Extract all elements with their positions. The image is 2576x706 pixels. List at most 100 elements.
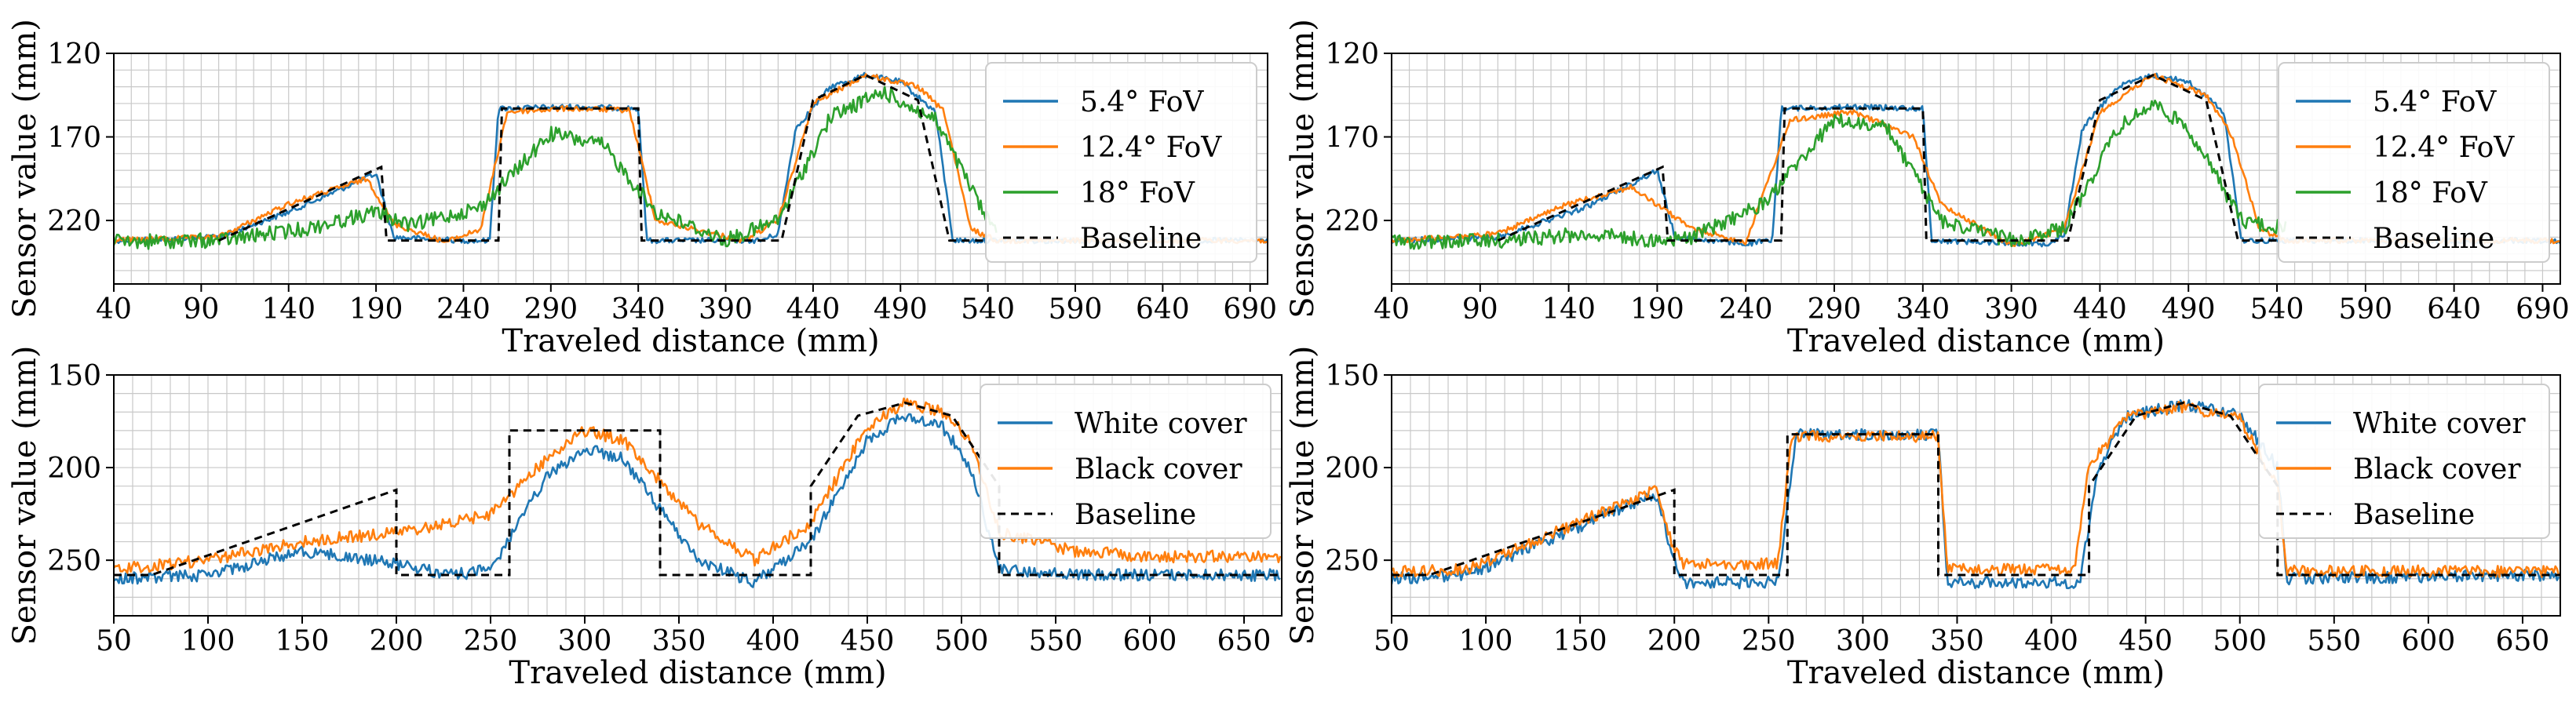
x-tick-label: 250 (1742, 625, 1796, 657)
x-tick-label: 440 (2073, 293, 2127, 326)
x-tick-label: 140 (1542, 293, 1596, 326)
x-axis-label: Traveled distance (mm) (509, 655, 886, 691)
x-tick-label: 690 (1223, 293, 1277, 326)
legend-label: 5.4° FoV (1080, 86, 1204, 118)
series-18-fov (1392, 99, 2287, 250)
legend-label: Baseline (2373, 223, 2494, 255)
series-group (1392, 398, 2560, 590)
legend-label: 12.4° FoV (2373, 132, 2515, 164)
x-tick-label: 100 (1459, 625, 1513, 657)
x-tick-label: 640 (2427, 293, 2481, 326)
y-tick-label: 200 (1325, 453, 1379, 485)
legend-label: Black cover (2353, 453, 2521, 486)
x-tick-label: 40 (1374, 293, 1410, 326)
x-tick-label: 190 (1630, 293, 1684, 326)
x-tick-label: 400 (2024, 625, 2078, 657)
x-tick-label: 400 (746, 625, 801, 657)
x-tick-label: 240 (1719, 293, 1773, 326)
plot-frame (113, 374, 1283, 617)
series-white-cover (114, 413, 1281, 588)
legend-label: 18° FoV (1080, 177, 1195, 209)
chart-panel-1: 40 90 140 190 240 290 340 390 440 490 540 590 640 690… (7, 19, 1277, 359)
x-tick-label: 90 (183, 293, 219, 326)
x-tick-label: 340 (611, 293, 666, 326)
legend-label: White cover (2353, 408, 2526, 440)
y-tick-label: 220 (47, 206, 101, 238)
x-tick-label: 550 (2307, 625, 2361, 657)
x-tick-label: 350 (652, 625, 706, 657)
legend-label: Black cover (1075, 453, 1242, 486)
series-black-cover (1392, 400, 2560, 578)
x-tick-label: 500 (2213, 625, 2267, 657)
x-tick-label: 290 (1808, 293, 1862, 326)
x-tick-label: 50 (96, 625, 132, 657)
y-tick-label: 250 (1325, 545, 1379, 577)
x-tick-label: 350 (1930, 625, 1984, 657)
x-tick-label: 590 (2338, 293, 2392, 326)
legend-label: 5.4° FoV (2373, 86, 2497, 118)
plot-frame (1391, 53, 2561, 285)
x-tick-label: 550 (1029, 625, 1083, 657)
y-tick-label: 170 (1325, 122, 1379, 155)
series-18-fov (114, 86, 998, 250)
legend-label: Baseline (1080, 223, 1202, 255)
x-tick-label: 90 (1462, 293, 1498, 326)
legend-box (985, 62, 1257, 263)
x-tick-label: 300 (1836, 625, 1890, 657)
x-tick-label: 190 (349, 293, 403, 326)
x-axis-label: Traveled distance (mm) (502, 323, 879, 359)
legend-box (2258, 384, 2550, 539)
x-tick-label: 450 (2118, 625, 2173, 657)
x-tick-label: 640 (1136, 293, 1190, 326)
x-tick-label: 600 (2402, 625, 2456, 657)
y-tick-label: 220 (1325, 206, 1379, 238)
y-tick-label: 170 (47, 122, 101, 155)
x-tick-label: 250 (464, 625, 518, 657)
legend: 5.4° FoV 12.4° FoV 18° FoV Baseline (985, 62, 1257, 263)
y-axis-label: Sensor value (mm) (7, 346, 43, 646)
y-axis-label: Sensor value (mm) (7, 19, 43, 318)
y-tick-label: 120 (1325, 38, 1379, 71)
legend-label: Baseline (2353, 499, 2475, 531)
legend-label: 18° FoV (2373, 177, 2488, 209)
legend-box (980, 384, 1272, 539)
x-tick-label: 450 (841, 625, 895, 657)
x-tick-label: 440 (786, 293, 841, 326)
x-tick-label: 50 (1374, 625, 1410, 657)
x-axis-label: Traveled distance (mm) (1787, 323, 2165, 359)
plot-frame (1391, 374, 2561, 617)
y-tick-label: 150 (47, 360, 101, 392)
x-tick-label: 290 (524, 293, 578, 326)
x-tick-label: 390 (699, 293, 753, 326)
x-axis-label: Traveled distance (mm) (1787, 655, 2165, 691)
chart-panel-3: 50 100 150 200 250 300 350 400 450 500 550 600 650 15… (7, 346, 1283, 691)
chart-panel-4: 50 100 150 200 250 300 350 400 450 500 550 600 650 15… (1285, 346, 2561, 691)
x-tick-label: 240 (436, 293, 491, 326)
x-tick-label: 300 (558, 625, 612, 657)
series-baseline (1497, 74, 2277, 242)
x-tick-label: 40 (96, 293, 132, 326)
legend-label: 12.4° FoV (1080, 132, 1222, 164)
y-tick-label: 250 (47, 545, 101, 577)
y-tick-label: 200 (47, 453, 101, 485)
series-black-cover (114, 397, 1282, 574)
plot-frame (113, 53, 1268, 285)
series-baseline (217, 74, 988, 242)
y-axis-label: Sensor value (mm) (1285, 346, 1321, 646)
x-tick-label: 340 (1896, 293, 1950, 326)
x-tick-label: 590 (1049, 293, 1103, 326)
x-tick-label: 500 (935, 625, 989, 657)
legend-label: White cover (1075, 408, 1247, 440)
x-tick-label: 650 (1217, 625, 1272, 657)
x-tick-label: 150 (1553, 625, 1607, 657)
series-group (114, 397, 1282, 588)
x-tick-label: 490 (874, 293, 928, 326)
legend: White cover Black cover Baseline (980, 384, 1272, 539)
x-tick-label: 540 (2250, 293, 2304, 326)
series-baseline (1392, 401, 2560, 577)
x-tick-label: 540 (961, 293, 1015, 326)
x-tick-label: 150 (275, 625, 330, 657)
x-tick-label: 390 (1984, 293, 2038, 326)
x-tick-label: 600 (1123, 625, 1177, 657)
legend: White cover Black cover Baseline (2258, 384, 2550, 539)
